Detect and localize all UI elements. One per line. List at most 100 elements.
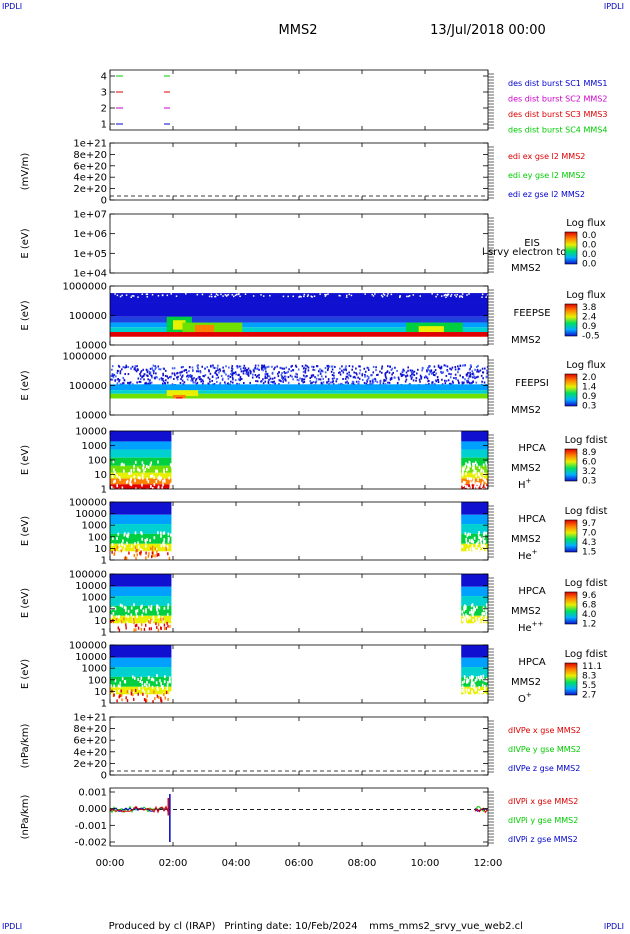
y-tick-label: 100000 bbox=[69, 498, 107, 509]
corner-label-bottom-left: IPDLI bbox=[2, 922, 23, 931]
spacecraft-label: MMS2 bbox=[511, 263, 541, 274]
time-tick-label: 12:00 bbox=[474, 858, 503, 869]
colorbar-title: Log flux bbox=[566, 360, 606, 371]
y-tick-label: 100 bbox=[88, 456, 107, 467]
instrument-overlap-label: l srvy electron to bbox=[482, 247, 566, 258]
colorbar-title: Log fdist bbox=[565, 578, 608, 589]
y-tick-label: 1000000 bbox=[62, 282, 107, 293]
legend-entry: des dist burst SC4 MMS4 bbox=[508, 126, 607, 135]
y-tick-label: 1e+21 bbox=[73, 713, 107, 724]
y-tick-label: 1000 bbox=[82, 664, 107, 675]
spectrogram-hpca_he bbox=[110, 502, 488, 560]
colorbar-tick-label: 6.0 bbox=[582, 458, 597, 468]
y-tick-label: 10 bbox=[94, 616, 107, 627]
colorbar-tick-label: 0.0 bbox=[582, 250, 597, 260]
footer-filename: mms_mms2_srvy_vue_web2.cl bbox=[369, 921, 523, 932]
y-axis-label: (nPa/km) bbox=[20, 724, 31, 769]
colorbar-tick-label: 4.3 bbox=[582, 538, 596, 548]
panel-frame-divpe bbox=[109, 716, 489, 776]
y-axis-label: E (eV) bbox=[20, 445, 31, 475]
colorbar bbox=[564, 662, 578, 696]
y-tick-label: 100000 bbox=[69, 311, 107, 322]
time-tick-label: 04:00 bbox=[222, 858, 251, 869]
colorbar-tick-label: 0.3 bbox=[582, 402, 596, 412]
y-tick-label: 1 bbox=[101, 485, 107, 496]
y-tick-label: 4 bbox=[101, 72, 107, 83]
colorbar-tick-label: 0.0 bbox=[582, 260, 597, 270]
y-axis-label: E (eV) bbox=[20, 228, 31, 258]
colorbar-tick-label: 0.9 bbox=[582, 392, 597, 402]
colorbar-tick-label: 1.4 bbox=[582, 383, 597, 393]
spectrogram-feepsi bbox=[110, 364, 488, 399]
y-tick-label: 1000 bbox=[82, 521, 107, 532]
legend-entry: dIVPi z gse MMS2 bbox=[508, 835, 578, 844]
colorbar-tick-label: 0.9 bbox=[582, 322, 597, 332]
instrument-label: HPCA bbox=[518, 514, 546, 525]
y-tick-label: 1e+04 bbox=[73, 269, 107, 280]
legend-entry: edi ey gse l2 MMS2 bbox=[508, 171, 586, 180]
corner-label-top-left: IPDLI bbox=[2, 2, 23, 11]
time-tick-label: 02:00 bbox=[159, 858, 188, 869]
time-tick-label: 06:00 bbox=[285, 858, 314, 869]
spacecraft-label: MMS2 bbox=[511, 677, 541, 688]
y-tick-label: -0.002 bbox=[75, 838, 107, 849]
time-tick-label: 00:00 bbox=[96, 858, 125, 869]
corner-label-top-right: IPDLI bbox=[603, 2, 624, 11]
time-tick-label: 10:00 bbox=[411, 858, 440, 869]
y-tick-label: 10 bbox=[94, 544, 107, 555]
spacecraft-label: MMS2 bbox=[511, 335, 541, 346]
y-tick-label: 100000 bbox=[69, 570, 107, 581]
colorbar bbox=[564, 519, 578, 553]
colorbar-tick-label: 9.7 bbox=[582, 519, 596, 529]
legend-entry: dIVPe y gse MMS2 bbox=[508, 745, 581, 754]
legend-entry: des dist burst SC3 MMS3 bbox=[508, 110, 607, 119]
colorbar bbox=[564, 373, 578, 407]
colorbar-tick-label: 1.5 bbox=[582, 548, 596, 558]
y-tick-label: 1 bbox=[101, 120, 107, 131]
instrument-label: FEEPSE bbox=[513, 308, 550, 319]
y-axis-label: (mV/m) bbox=[20, 153, 31, 191]
y-tick-label: 0 bbox=[101, 771, 107, 782]
instrument-label: EIS bbox=[524, 238, 540, 249]
colorbar-tick-label: 2.4 bbox=[582, 313, 597, 323]
colorbar-tick-label: 3.2 bbox=[582, 467, 596, 477]
y-tick-label: 3 bbox=[101, 88, 107, 99]
colorbar-tick-label: 0.0 bbox=[582, 241, 597, 251]
y-tick-label: 0 bbox=[101, 196, 107, 207]
y-tick-label: 1 bbox=[101, 699, 107, 710]
spectrogram-hpca_h bbox=[110, 431, 488, 489]
y-tick-label: 1000 bbox=[82, 593, 107, 604]
y-tick-label: 1e+21 bbox=[73, 139, 107, 150]
spectrogram-hpca_hepp bbox=[110, 574, 488, 632]
y-axis-label: E (eV) bbox=[20, 370, 31, 400]
instrument-label: HPCA bbox=[518, 586, 546, 597]
legend-entry: dIVPi y gse MMS2 bbox=[508, 816, 578, 825]
spacecraft-label: MMS2 bbox=[511, 405, 541, 416]
y-tick-label: 10000 bbox=[75, 652, 107, 663]
y-tick-label: 1e+07 bbox=[73, 210, 107, 221]
y-tick-label: 2e+20 bbox=[73, 184, 107, 195]
legend-entry: des dist burst SC1 MMS1 bbox=[508, 79, 607, 88]
footer-produced-by: Produced by cl (IRAP) bbox=[109, 921, 216, 932]
y-tick-label: 8e+20 bbox=[73, 724, 107, 735]
species-label: O+ bbox=[518, 691, 532, 705]
colorbar-tick-label: 8.3 bbox=[582, 672, 596, 682]
colorbar-tick-label: 5.5 bbox=[582, 681, 596, 691]
y-tick-label: 0.000 bbox=[78, 804, 107, 815]
y-tick-label: 100000 bbox=[69, 641, 107, 652]
spectrogram-hpca_o bbox=[110, 645, 488, 703]
colorbar bbox=[564, 231, 578, 265]
divpi-trace bbox=[109, 805, 169, 814]
colorbar-title: Log flux bbox=[566, 218, 606, 229]
y-tick-label: 100000 bbox=[69, 381, 107, 392]
panel-frame-burst bbox=[109, 69, 489, 131]
y-tick-label: 1 bbox=[101, 628, 107, 639]
legend-entry: des dist burst SC2 MMS2 bbox=[508, 95, 607, 104]
colorbar-title: Log fdist bbox=[565, 435, 608, 446]
y-tick-label: 4e+20 bbox=[73, 747, 107, 758]
colorbar-tick-label: 2.7 bbox=[582, 691, 596, 701]
y-tick-label: 100 bbox=[88, 532, 107, 543]
colorbar-tick-label: 0.0 bbox=[582, 231, 597, 241]
colorbar bbox=[564, 303, 578, 337]
colorbar-tick-label: 6.8 bbox=[582, 601, 597, 611]
